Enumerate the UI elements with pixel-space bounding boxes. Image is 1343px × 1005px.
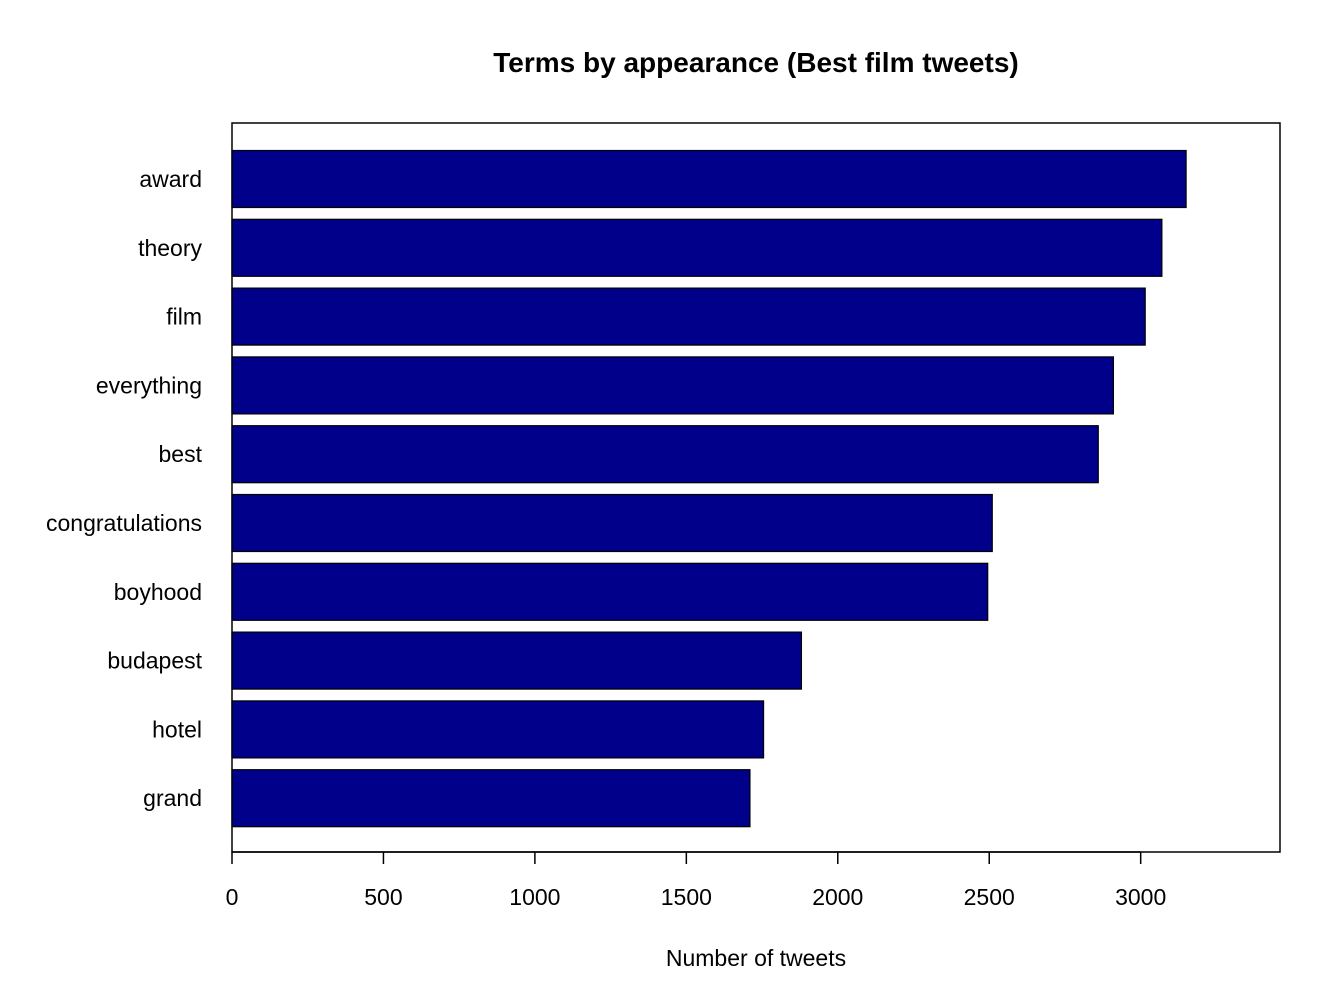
bar-award xyxy=(231,149,1187,209)
bar-congratulations xyxy=(231,493,993,553)
bar-theory xyxy=(231,218,1163,277)
category-label-budapest: budapest xyxy=(107,648,202,674)
x-tick-label-2500: 2500 xyxy=(964,884,1015,910)
x-tick-label-2000: 2000 xyxy=(812,884,863,910)
category-label-award: award xyxy=(139,166,202,192)
category-label-grand: grand xyxy=(143,785,202,811)
x-tick-label-1000: 1000 xyxy=(509,884,560,910)
bar-film xyxy=(231,287,1146,346)
x-axis-label: Number of tweets xyxy=(666,945,846,971)
category-label-film: film xyxy=(166,304,202,330)
category-label-congratulations: congratulations xyxy=(46,510,202,536)
bar-everything xyxy=(231,356,1115,415)
bars-layer xyxy=(231,149,1187,828)
x-tick-label-500: 500 xyxy=(364,884,402,910)
bar-boyhood xyxy=(231,562,989,621)
bar-hotel xyxy=(231,700,765,759)
x-tick-label-1500: 1500 xyxy=(661,884,712,910)
x-tick-label-0: 0 xyxy=(226,884,239,910)
chart-title: Terms by appearance (Best film tweets) xyxy=(493,47,1018,78)
x-tick-label-3000: 3000 xyxy=(1115,884,1166,910)
category-label-hotel: hotel xyxy=(152,716,202,742)
category-label-theory: theory xyxy=(138,235,202,261)
x-axis: 0 500 1000 1500 2000 2500 3000 xyxy=(226,851,1166,910)
category-label-boyhood: boyhood xyxy=(114,579,202,605)
bar-grand xyxy=(231,769,751,828)
category-label-everything: everything xyxy=(96,372,202,398)
bar-budapest xyxy=(231,631,803,690)
category-labels: award theory film everything best congratulat… xyxy=(46,166,203,811)
category-label-best: best xyxy=(159,441,203,467)
bar-best xyxy=(231,425,1099,484)
